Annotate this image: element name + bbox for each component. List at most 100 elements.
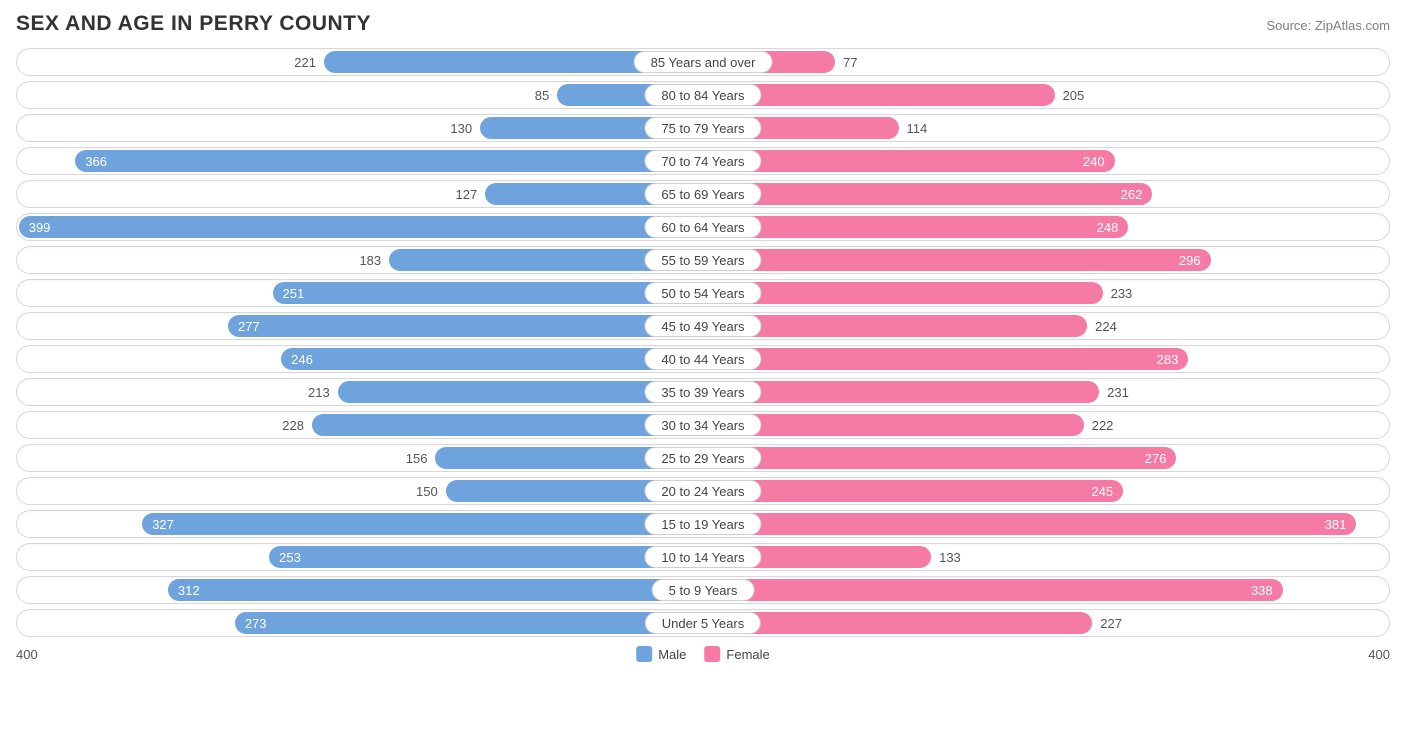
age-row: 253 133 10 to 14 Years [16, 543, 1390, 571]
age-label: 20 to 24 Years [644, 480, 761, 502]
male-value: 85 [497, 82, 557, 108]
female-value: 114 [899, 115, 959, 141]
age-row: 85 205 80 to 84 Years [16, 81, 1390, 109]
male-bar: 312 [168, 579, 703, 601]
chart-source: Source: ZipAtlas.com [1266, 18, 1390, 33]
age-label: 75 to 79 Years [644, 117, 761, 139]
age-label: Under 5 Years [645, 612, 761, 634]
female-swatch [704, 646, 720, 662]
male-value: 253 [279, 550, 301, 565]
male-bar: 253 [269, 546, 703, 568]
male-value: 150 [386, 478, 446, 504]
male-bar: 246 [281, 348, 703, 370]
male-value: 251 [283, 286, 305, 301]
age-row: 130 114 75 to 79 Years [16, 114, 1390, 142]
male-value: 130 [420, 115, 480, 141]
age-row: 246 283 40 to 44 Years [16, 345, 1390, 373]
female-value: 77 [835, 49, 895, 75]
female-value: 283 [1157, 352, 1179, 367]
female-bar: 381 [703, 513, 1356, 535]
female-value: 231 [1099, 379, 1159, 405]
female-bar: 283 [703, 348, 1188, 370]
male-bar: 399 [19, 216, 703, 238]
age-label: 30 to 34 Years [644, 414, 761, 436]
age-row: 399 248 60 to 64 Years [16, 213, 1390, 241]
age-row: 312 338 5 to 9 Years [16, 576, 1390, 604]
female-bar: 338 [703, 579, 1283, 601]
female-value: 224 [1087, 313, 1147, 339]
age-row: 183 296 55 to 59 Years [16, 246, 1390, 274]
male-value: 277 [238, 319, 260, 334]
age-label: 35 to 39 Years [644, 381, 761, 403]
female-value: 276 [1145, 451, 1167, 466]
age-label: 55 to 59 Years [644, 249, 761, 271]
female-value: 205 [1055, 82, 1115, 108]
male-value: 399 [29, 220, 51, 235]
male-bar: 273 [235, 612, 703, 634]
age-row: 366 240 70 to 74 Years [16, 147, 1390, 175]
male-value: 228 [252, 412, 312, 438]
legend-label-male: Male [658, 647, 686, 662]
legend-item-female: Female [704, 646, 769, 662]
female-bar [703, 612, 1092, 634]
female-value: 233 [1103, 280, 1163, 306]
male-value: 366 [85, 154, 107, 169]
chart-footer: 400 Male Female 400 [16, 643, 1390, 665]
age-row: 21323135 to 39 Years [16, 378, 1390, 406]
age-row: 22822230 to 34 Years [16, 411, 1390, 439]
age-label: 80 to 84 Years [644, 84, 761, 106]
male-bar: 277 [228, 315, 703, 337]
female-bar: 276 [703, 447, 1176, 469]
legend-label-female: Female [726, 647, 769, 662]
age-label: 60 to 64 Years [644, 216, 761, 238]
age-label: 40 to 44 Years [644, 348, 761, 370]
female-bar: 245 [703, 480, 1123, 502]
legend: Male Female [636, 646, 770, 662]
age-label: 70 to 74 Years [644, 150, 761, 172]
chart-header: SEX AND AGE IN PERRY COUNTY Source: ZipA… [16, 12, 1390, 36]
female-value: 296 [1179, 253, 1201, 268]
age-label: 65 to 69 Years [644, 183, 761, 205]
age-row: 127 262 65 to 69 Years [16, 180, 1390, 208]
male-value: 183 [329, 247, 389, 273]
age-row: 15627625 to 29 Years [16, 444, 1390, 472]
age-label: 5 to 9 Years [652, 579, 755, 601]
age-row: 221 77 85 Years and over [16, 48, 1390, 76]
female-value: 381 [1325, 517, 1347, 532]
age-label: 85 Years and over [634, 51, 773, 73]
female-bar [703, 282, 1103, 304]
female-bar: 240 [703, 150, 1115, 172]
age-row: 25123350 to 54 Years [16, 279, 1390, 307]
female-value: 248 [1097, 220, 1119, 235]
population-pyramid-chart: 221 77 85 Years and over 85 205 80 to 84 Year… [16, 48, 1390, 637]
axis-max-left: 400 [16, 647, 38, 662]
axis-max-right: 400 [1368, 647, 1390, 662]
age-row: 277 224 45 to 49 Years [16, 312, 1390, 340]
legend-item-male: Male [636, 646, 686, 662]
age-row: 327 381 15 to 19 Years [16, 510, 1390, 538]
male-value: 127 [425, 181, 485, 207]
female-bar: 248 [703, 216, 1128, 238]
female-bar: 296 [703, 249, 1211, 271]
female-value: 133 [931, 544, 991, 570]
female-bar: 262 [703, 183, 1152, 205]
age-row: 150 24520 to 24 Years [16, 477, 1390, 505]
age-label: 45 to 49 Years [644, 315, 761, 337]
chart-title: SEX AND AGE IN PERRY COUNTY [16, 12, 371, 36]
age-label: 25 to 29 Years [644, 447, 761, 469]
female-value: 262 [1121, 187, 1143, 202]
female-value: 227 [1092, 610, 1152, 636]
female-value: 240 [1083, 154, 1105, 169]
female-bar [703, 381, 1099, 403]
male-value: 273 [245, 616, 267, 631]
male-bar: 366 [75, 150, 703, 172]
female-value: 338 [1251, 583, 1273, 598]
male-value: 312 [178, 583, 200, 598]
age-label: 10 to 14 Years [644, 546, 761, 568]
age-label: 15 to 19 Years [644, 513, 761, 535]
male-value: 327 [152, 517, 174, 532]
male-bar: 251 [273, 282, 703, 304]
male-value: 246 [291, 352, 313, 367]
male-swatch [636, 646, 652, 662]
male-value: 221 [264, 49, 324, 75]
